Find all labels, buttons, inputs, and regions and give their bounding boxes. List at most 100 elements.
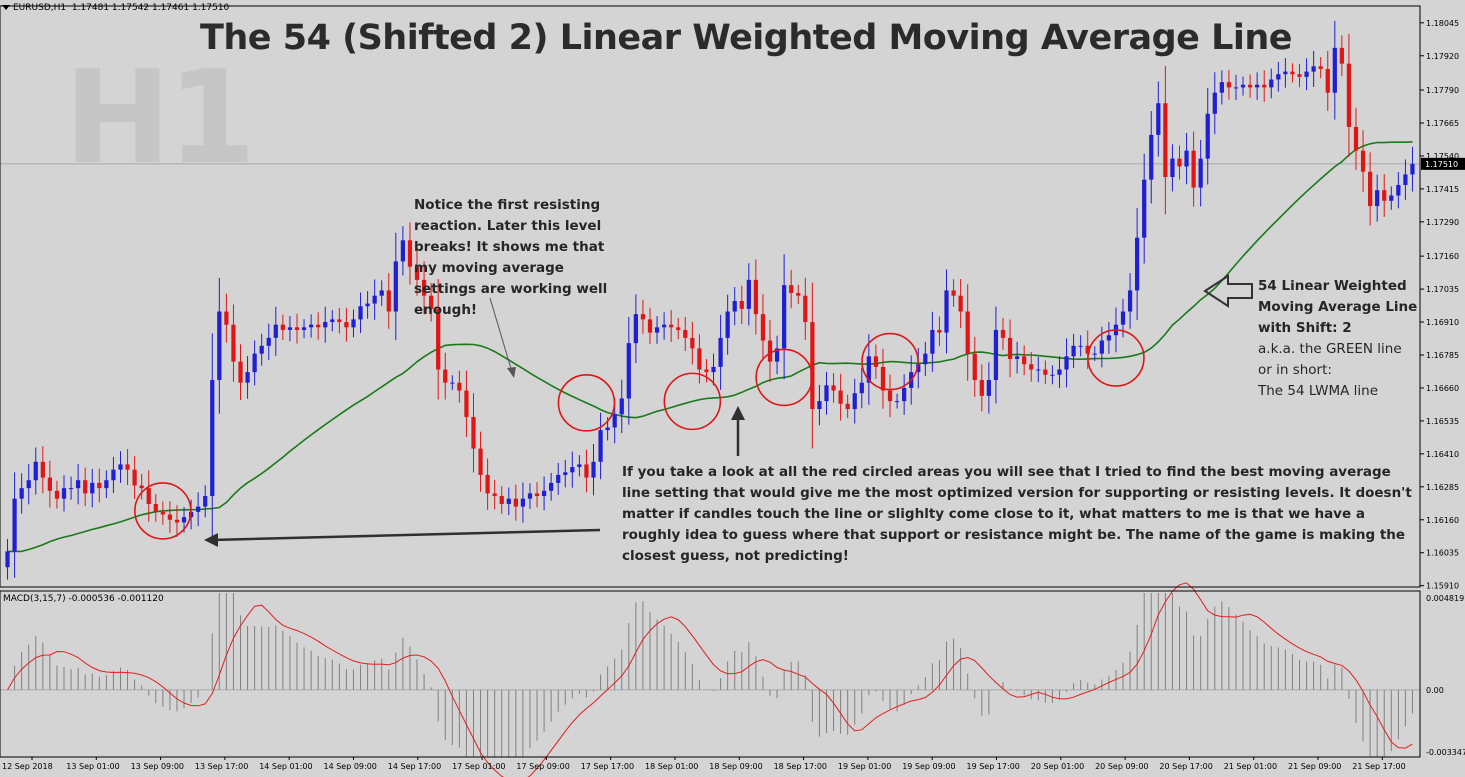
candle-body xyxy=(774,348,780,362)
candle-body xyxy=(393,261,398,312)
arrow-head-left-icon xyxy=(204,533,218,547)
candle-body xyxy=(1078,345,1083,347)
candle-body xyxy=(492,493,497,497)
candles-group xyxy=(5,20,1415,580)
candle-body xyxy=(647,319,653,333)
candle-body xyxy=(1029,364,1034,370)
candle-body xyxy=(527,493,533,499)
candle-body xyxy=(1142,179,1147,238)
price-tick-label: 1.17665 xyxy=(1426,119,1459,128)
candle-body xyxy=(54,490,60,499)
price-tick-label: 1.15910 xyxy=(1426,582,1459,591)
time-tick-label: 18 Sep 01:00 xyxy=(645,762,698,771)
candle-body xyxy=(47,477,53,491)
candle-body xyxy=(125,464,130,470)
symbol-info[interactable]: EURUSD,H1 1.17481 1.17542 1.17461 1.1751… xyxy=(2,3,229,13)
macd-signal-line xyxy=(7,582,1413,777)
price-tick-label: 1.17540 xyxy=(1426,152,1459,161)
candle-body xyxy=(1389,195,1394,201)
price-tick-label: 1.17790 xyxy=(1426,86,1459,95)
candle-body xyxy=(358,306,363,320)
candle-body xyxy=(838,390,843,404)
time-tick-label: 20 Sep 01:00 xyxy=(1031,762,1084,771)
candle-body xyxy=(1014,356,1020,359)
candle-body xyxy=(577,464,582,468)
candle-body xyxy=(1205,113,1210,159)
candle-body xyxy=(534,493,540,497)
legend-line-3: with Shift: 2 xyxy=(1258,320,1352,336)
macd-frame xyxy=(0,590,1421,758)
candle-body xyxy=(796,293,801,296)
candle-body xyxy=(1311,66,1316,72)
candle-body xyxy=(880,366,886,391)
candle-body xyxy=(1099,340,1104,354)
candle-body xyxy=(803,295,808,323)
candle-body xyxy=(61,488,67,499)
candle-body xyxy=(407,240,413,267)
candle-body xyxy=(5,551,10,568)
highlight-circle xyxy=(557,374,616,432)
candle-body xyxy=(330,319,335,323)
candle-body xyxy=(894,401,900,403)
candle-body xyxy=(852,393,857,410)
candle-body xyxy=(40,461,45,478)
candle-body xyxy=(1375,190,1380,207)
price-frame xyxy=(0,5,1421,588)
candle-body xyxy=(1304,71,1309,77)
candle-body xyxy=(626,343,631,399)
time-tick-label: 18 Sep 09:00 xyxy=(709,762,762,771)
legend-line-6: The 54 LWMA line xyxy=(1258,383,1379,399)
time-tick-label: 21 Sep 17:00 xyxy=(1352,762,1405,771)
candle-body xyxy=(676,327,681,330)
candle-body xyxy=(1000,329,1006,338)
candle-body xyxy=(153,503,158,512)
candle-body xyxy=(958,295,963,312)
time-tick-label: 21 Sep 01:00 xyxy=(1224,762,1277,771)
pointer-line xyxy=(489,297,513,373)
candle-body xyxy=(273,324,278,338)
candle-body xyxy=(570,467,575,473)
candle-body xyxy=(902,387,907,402)
candle-body xyxy=(965,311,970,354)
candle-body xyxy=(1255,84,1260,88)
candle-body xyxy=(414,266,420,280)
time-tick-label: 13 Sep 01:00 xyxy=(66,762,119,771)
time-tick-label: 17 Sep 09:00 xyxy=(516,762,569,771)
candle-body xyxy=(1219,82,1224,93)
highlight-circle xyxy=(663,372,722,431)
legend-line-1: 54 Linear Weighted xyxy=(1258,278,1407,294)
lwma-line xyxy=(7,141,1413,553)
candle-body xyxy=(1367,171,1373,207)
candle-body xyxy=(231,324,236,362)
candle-body xyxy=(217,311,222,381)
arrow-head-up-icon xyxy=(731,406,745,420)
candle-body xyxy=(661,324,667,328)
candle-body xyxy=(669,324,674,328)
candle-body xyxy=(782,285,787,349)
current-price-label: 1.17510 xyxy=(1425,160,1458,169)
price-tick-label: 1.17290 xyxy=(1426,218,1459,227)
candle-body xyxy=(690,337,695,349)
pointer-head-icon xyxy=(507,367,516,378)
candle-body xyxy=(443,369,448,383)
candle-body xyxy=(1332,47,1337,93)
candle-body xyxy=(633,314,638,344)
time-tick-label: 17 Sep 01:00 xyxy=(452,762,505,771)
time-tick-label: 17 Sep 17:00 xyxy=(581,762,634,771)
candle-body xyxy=(1382,190,1387,201)
candle-body xyxy=(1085,345,1090,354)
candle-body xyxy=(174,519,180,523)
candle-body xyxy=(1269,79,1274,88)
candle-body xyxy=(1198,158,1203,188)
price-tick-label: 1.17415 xyxy=(1426,185,1459,194)
candle-body xyxy=(12,498,17,552)
time-tick-label: 19 Sep 17:00 xyxy=(967,762,1020,771)
time-tick-label: 14 Sep 09:00 xyxy=(324,762,377,771)
candle-body xyxy=(386,290,391,312)
candle-body xyxy=(252,353,257,373)
dropdown-arrow-icon[interactable] xyxy=(2,5,10,10)
candle-body xyxy=(429,295,434,309)
candle-body xyxy=(457,382,462,391)
